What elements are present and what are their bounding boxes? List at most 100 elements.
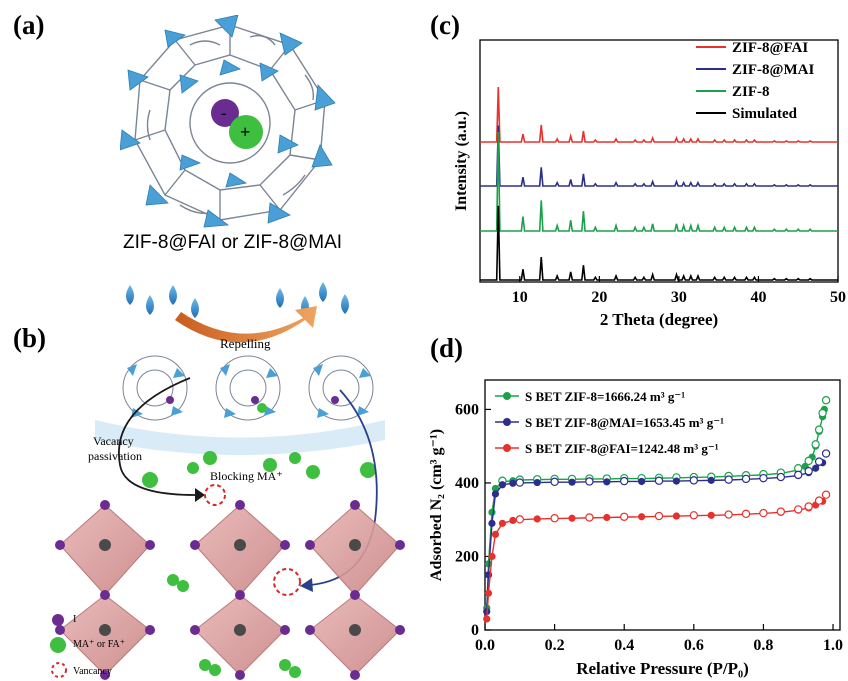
x-tick-label: 0.6 — [684, 637, 704, 654]
desorption-point — [550, 477, 559, 487]
legend-vacancy-marker — [51, 662, 67, 678]
adsorption-point — [484, 589, 493, 597]
n2-isotherm-chart: 0.0 0.2 0.4 0.6 0.8 1.0 0 200 400 600 Relative Pre… — [428, 379, 843, 678]
desorption-point — [550, 514, 559, 523]
x-tick-label: 0.4 — [614, 637, 634, 654]
adsorption-point — [491, 484, 500, 493]
xrd-series-line — [480, 86, 838, 143]
xrd-series-line — [480, 125, 838, 187]
zif8-cages — [122, 355, 374, 421]
plot-frame — [479, 39, 839, 283]
adsorption-point — [488, 552, 496, 561]
desorption-point — [515, 478, 525, 487]
repelling-label: Repelling — [220, 336, 271, 351]
adsorption-point — [488, 519, 496, 527]
y-tick-label: 600 — [455, 401, 479, 418]
y-tick-label: 200 — [455, 548, 479, 565]
adsorption-point — [603, 478, 611, 486]
desorption-point — [804, 466, 813, 476]
y-axis-title: Adsorbed N₂ (cm³ g⁻¹) — [428, 429, 445, 581]
desorption-point — [620, 512, 629, 521]
adsorption-point — [484, 560, 493, 568]
desorption-point — [811, 440, 820, 449]
adsorption-point — [638, 513, 646, 521]
x-tick-label: 0.0 — [475, 637, 495, 654]
anion-sphere — [211, 99, 239, 127]
ion-plus-sign: + — [240, 122, 250, 142]
plot-frame — [484, 379, 841, 631]
x-tick-label: 10 — [512, 289, 528, 306]
legend-iodine-marker — [52, 614, 64, 626]
y-tick-label: 0 — [471, 622, 479, 639]
legend-cation-label: MA⁺ or FA⁺ — [73, 639, 126, 650]
x-axis-title: Relative Pressure (P/P₀) — [576, 659, 749, 678]
desorption-point — [585, 513, 594, 522]
desorption-point — [689, 476, 699, 485]
legend-iodine-label: I — [73, 614, 77, 625]
adsorption-point — [491, 530, 500, 539]
zif8-framework-illustration: - + — [120, 15, 336, 228]
desorption-point — [741, 474, 751, 484]
x-axis-title: 2 Theta (degree) — [600, 310, 718, 329]
adsorption-point — [509, 479, 517, 487]
desorption-point — [759, 473, 768, 483]
legend-vacancy-label: Vancancy — [73, 666, 112, 677]
desorption-point — [741, 509, 751, 519]
panel-label-d: (d) — [430, 333, 463, 363]
panel-label-a: (a) — [13, 10, 45, 40]
repelling-arrow — [175, 306, 317, 343]
desorption-point — [814, 457, 824, 466]
x-tick-label: 30 — [671, 289, 687, 306]
legend-entry: S BET ZIF-8@MAI=1653.45 m³ g⁻¹ — [525, 415, 724, 430]
water-droplets-right — [276, 282, 349, 316]
legend-marker — [503, 444, 511, 452]
x-tick-label: 0.8 — [753, 637, 773, 654]
cation-sphere — [229, 115, 263, 149]
panel-a-caption: ZIF-8@FAI or ZIF-8@MAI — [123, 232, 343, 253]
panel-label-b: (b) — [13, 323, 46, 353]
desorption-point — [724, 475, 733, 484]
y-axis-title: Intensity (a.u.) — [453, 111, 470, 211]
legend-marker — [503, 418, 511, 426]
desorption-point — [821, 396, 831, 405]
legend-entry: ZIF-8 — [732, 84, 770, 100]
vacancy-passivation-label-1: Vacancy — [93, 434, 134, 448]
adsorption-point — [498, 519, 507, 527]
adsorption-point — [707, 511, 715, 519]
desorption-point — [794, 470, 803, 480]
legend-entry: S BET ZIF-8=1666.24 m³ g⁻¹ — [525, 389, 685, 404]
adsorption-point — [568, 514, 576, 522]
adsorption-point — [672, 477, 681, 485]
adsorption-point — [812, 464, 820, 472]
adsorption-point — [533, 478, 541, 487]
panel-label-c: (c) — [430, 10, 460, 40]
adsorption-point — [638, 477, 646, 486]
desorption-point — [821, 449, 831, 458]
x-tick-label: 40 — [750, 289, 766, 306]
adsorption-point — [483, 615, 491, 623]
desorption-point — [689, 511, 699, 520]
x-tick-label: 20 — [591, 289, 607, 306]
adsorption-point — [603, 513, 611, 522]
adsorption-point — [568, 478, 576, 486]
desorption-point — [776, 472, 786, 482]
xrd-series-line — [480, 205, 838, 281]
desorption-point — [724, 510, 733, 519]
desorption-point — [804, 456, 813, 466]
legend-entry: ZIF-8@FAI — [732, 40, 808, 56]
desorption-point — [814, 425, 824, 434]
legend-entry: Simulated — [732, 106, 798, 122]
desorption-point — [515, 515, 525, 524]
desorption-point — [818, 408, 827, 418]
adsorption-point — [498, 481, 507, 489]
desorption-point — [821, 490, 831, 499]
x-tick-label: 0.2 — [545, 637, 565, 654]
cations-field — [142, 451, 376, 488]
desorption-point — [585, 477, 594, 486]
adsorption-point — [707, 476, 715, 484]
x-tick-label: 1.0 — [823, 637, 843, 654]
x-tick-label: 50 — [830, 289, 846, 306]
xrd-series-line — [480, 131, 838, 232]
passivation-mechanism-illustration: Repelling Vacancy passivation Blocking M… — [55, 282, 405, 680]
desorption-point — [776, 507, 786, 516]
